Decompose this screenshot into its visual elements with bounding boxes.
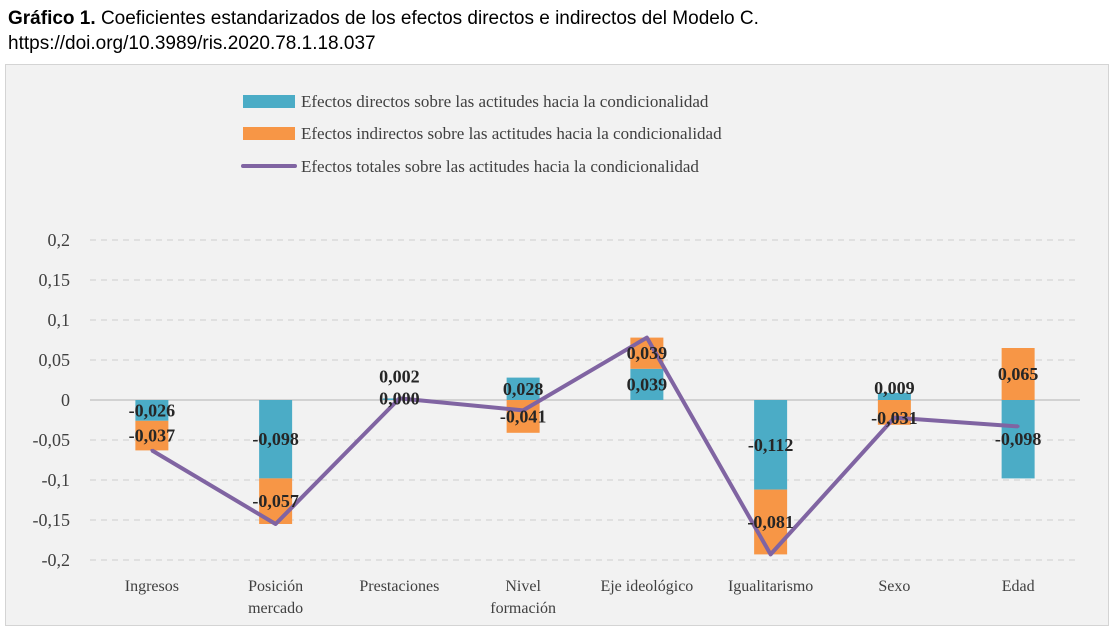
x-tick-label: Eje ideológico bbox=[600, 578, 693, 595]
data-label-direct-4: 0,028 bbox=[503, 379, 544, 399]
bar-direct-1 bbox=[135, 400, 169, 421]
y-tick-label: -0,1 bbox=[42, 470, 71, 490]
total-effects-line bbox=[150, 335, 1019, 557]
data-label-direct-7: 0,009 bbox=[874, 378, 915, 398]
caption-line-1: Gráfico 1. Coeficientes estandarizados d… bbox=[8, 6, 1108, 31]
x-tick-label: formación bbox=[490, 600, 556, 617]
bar-direct-2 bbox=[259, 400, 293, 479]
legend-swatch-2 bbox=[243, 127, 295, 140]
y-tick-label: -0,05 bbox=[33, 430, 71, 450]
total-point-5 bbox=[645, 336, 649, 340]
data-label-direct-1: -0,026 bbox=[129, 400, 176, 420]
x-tick-label: Prestaciones bbox=[359, 578, 439, 595]
x-tick-label: Igualitarismo bbox=[728, 578, 813, 595]
bar-direct-4 bbox=[506, 377, 540, 400]
data-label-indirect-3: 0,000 bbox=[379, 388, 420, 408]
data-label-indirect-4: -0,041 bbox=[500, 406, 547, 426]
data-label-indirect-2: -0,057 bbox=[252, 491, 299, 511]
y-tick-label: 0 bbox=[61, 390, 70, 410]
x-tick-label: Edad bbox=[1002, 578, 1035, 595]
bar-indirect-1 bbox=[135, 420, 169, 451]
x-tick-label: Nivel bbox=[505, 578, 541, 595]
legend-swatch-1 bbox=[243, 95, 295, 108]
caption-label: Gráfico 1. bbox=[8, 8, 96, 29]
bar-indirect-7 bbox=[877, 400, 911, 425]
total-point-6 bbox=[769, 552, 773, 556]
x-tick-label: Posición bbox=[248, 578, 303, 595]
total-point-8 bbox=[1016, 424, 1020, 428]
total-point-7 bbox=[892, 416, 896, 420]
y-tick-label: -0,15 bbox=[33, 510, 71, 530]
caption-title: Coeficientes estandarizados de los efect… bbox=[100, 8, 759, 29]
total-point-2 bbox=[274, 522, 278, 526]
caption-doi: https://doi.org/10.3989/ris.2020.78.1.18… bbox=[8, 33, 376, 54]
data-label-indirect-1: -0,037 bbox=[129, 426, 176, 446]
data-label-indirect-7: -0,031 bbox=[871, 408, 918, 428]
data-label-indirect-5: 0,039 bbox=[627, 343, 668, 363]
legend-label-1: Efectos directos sobre las actitudes hac… bbox=[301, 92, 709, 111]
y-tick-label: 0,15 bbox=[39, 270, 71, 290]
data-label-direct-8: -0,098 bbox=[995, 429, 1042, 449]
data-label-indirect-6: -0,081 bbox=[747, 512, 794, 532]
data-label-direct-6: -0,112 bbox=[748, 435, 794, 455]
total-point-4 bbox=[521, 408, 525, 412]
bar-direct-5 bbox=[630, 368, 664, 400]
data-label-direct-2: -0,098 bbox=[252, 429, 299, 449]
x-tick-label: Sexo bbox=[878, 578, 910, 595]
data-label-direct-5: 0,039 bbox=[627, 374, 668, 394]
data-label-indirect-8: 0,065 bbox=[998, 364, 1039, 384]
y-tick-label: 0,1 bbox=[48, 310, 71, 330]
bar-direct-7 bbox=[877, 392, 911, 400]
figure-caption: Gráfico 1. Coeficientes estandarizados d… bbox=[8, 6, 1108, 56]
chart-panel bbox=[5, 64, 1109, 626]
total-point-3 bbox=[397, 396, 401, 400]
y-tick-label: -0,2 bbox=[42, 550, 71, 570]
bar-direct-8 bbox=[1001, 400, 1035, 479]
data-label-direct-3: 0,002 bbox=[379, 366, 420, 386]
bar-indirect-8 bbox=[1001, 348, 1035, 400]
legend-label-3: Efectos totales sobre las actitudes haci… bbox=[301, 157, 699, 176]
x-tick-label: mercado bbox=[248, 600, 303, 617]
legend-label-2: Efectos indirectos sobre las actitudes h… bbox=[301, 124, 722, 143]
y-tick-label: 0,05 bbox=[39, 350, 71, 370]
y-tick-label: 0,2 bbox=[48, 230, 71, 250]
bar-direct-6 bbox=[754, 400, 788, 490]
x-tick-label: Ingresos bbox=[125, 578, 179, 595]
total-point-1 bbox=[150, 448, 154, 452]
